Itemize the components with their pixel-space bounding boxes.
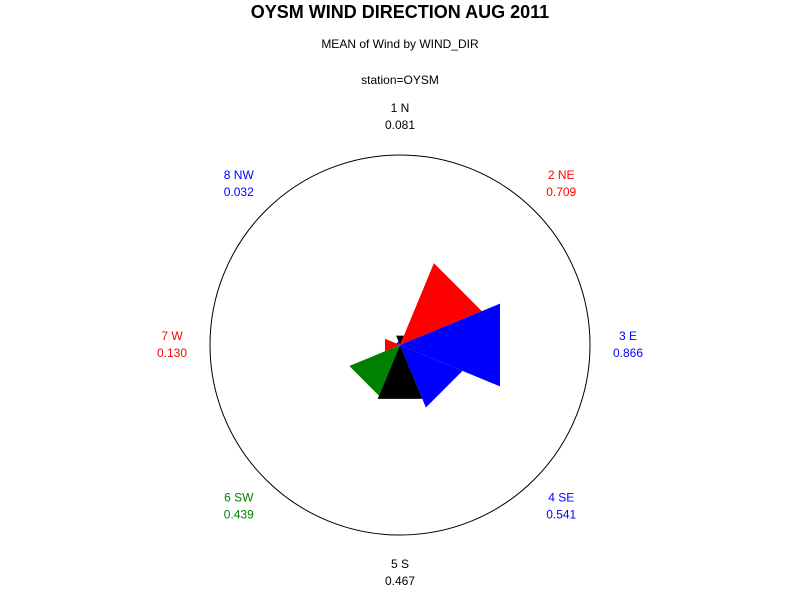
value-label: 0.130 (157, 346, 187, 360)
category-label: 3 E (619, 329, 637, 343)
value-label: 0.081 (385, 118, 415, 132)
chart-title: OYSM WIND DIRECTION AUG 2011 (251, 2, 549, 22)
value-label: 0.032 (224, 185, 254, 199)
slice (396, 335, 404, 345)
slice (400, 345, 463, 408)
value-label: 0.866 (613, 346, 643, 360)
slice (377, 345, 423, 399)
slice (349, 345, 400, 396)
outer-circle (209, 154, 591, 536)
category-label: 7 W (161, 329, 183, 343)
slice (396, 341, 400, 345)
category-label: 5 S (391, 557, 409, 571)
chart-subtitle: MEAN of Wind by WIND_DIR (321, 37, 479, 51)
slice (400, 303, 501, 387)
value-label: 0.541 (546, 507, 576, 521)
category-label: 4 SE (548, 490, 574, 504)
category-label: 6 SW (224, 490, 254, 504)
category-label: 1 N (391, 101, 410, 115)
value-label: 0.709 (546, 185, 576, 199)
category-label: 8 NW (224, 168, 255, 182)
slice (400, 263, 482, 345)
value-label: 0.439 (224, 507, 254, 521)
slice (384, 338, 400, 352)
category-label: 2 NE (548, 168, 575, 182)
value-label: 0.467 (385, 574, 415, 588)
group-label: station=OYSM (361, 73, 439, 87)
